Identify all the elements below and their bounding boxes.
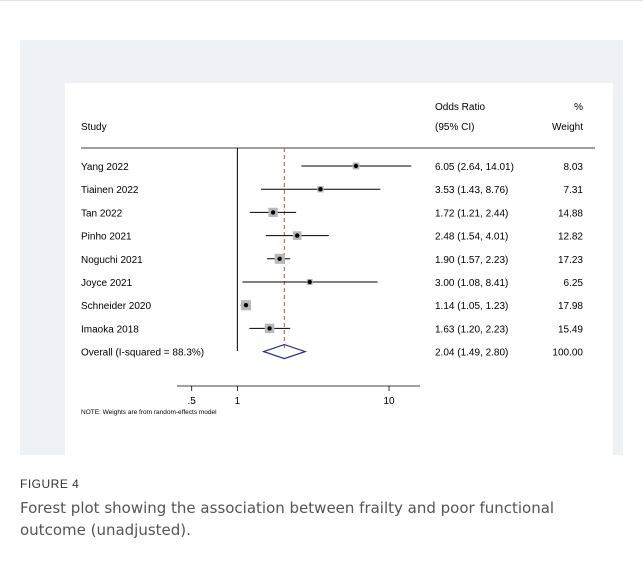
- study-label: Imaoka 2018: [81, 324, 139, 335]
- overall-weight-text: 100.00: [552, 348, 583, 359]
- x-tick-label: 10: [383, 396, 395, 407]
- overall-diamond: [261, 343, 308, 360]
- point-estimate: [277, 256, 282, 261]
- figure-panel: Study Odds Ratio (95% CI)% Weight Yang 2022 6…: [20, 40, 623, 479]
- study-ci-text: 3.53 (1.43, 8.76): [435, 185, 508, 196]
- forest-plot: Study Odds Ratio (95% CI)% Weight Yang 2022 6…: [65, 83, 613, 479]
- study-ci-text: 2.48 (1.54, 4.01): [435, 232, 508, 243]
- header-odds-ratio: Odds Ratio: [435, 102, 485, 113]
- point-estimate: [294, 233, 300, 238]
- study-weight-text: 15.49: [558, 324, 583, 335]
- forest-plot-svg: Study Odds Ratio (95% CI)% Weight Yang 2022 6…: [81, 102, 595, 416]
- study-ci-text: 1.72 (1.21, 2.44): [435, 208, 508, 219]
- study-weight-text: 14.88: [558, 208, 583, 219]
- study-weight-text: 6.25: [564, 278, 584, 289]
- point-estimate: [243, 303, 249, 308]
- point-estimate: [270, 210, 276, 215]
- header-percent: %: [574, 102, 583, 113]
- study-weight-text: 7.31: [564, 185, 584, 196]
- header-study: Study: [81, 122, 107, 133]
- study-ci-text: 6.05 (2.64, 14.01): [435, 162, 514, 173]
- study-weight-text: 17.98: [558, 301, 583, 312]
- point-estimate: [353, 163, 359, 169]
- study-weight-text: 8.03: [564, 162, 584, 173]
- x-tick-label: 1: [235, 396, 241, 407]
- header-ci: (95% CI): [435, 122, 474, 133]
- study-weight-text: 12.82: [558, 232, 583, 243]
- study-label: Tiainen 2022: [81, 185, 139, 196]
- overall-label: Overall (I-squared = 88.3%): [81, 348, 204, 359]
- study-label: Yang 2022: [81, 162, 129, 173]
- header-weight: Weight: [552, 122, 583, 133]
- weights-note: NOTE: Weights are from random-effects mo…: [81, 409, 217, 416]
- study-label: Joyce 2021: [81, 278, 133, 289]
- study-weight-text: 17.23: [558, 255, 583, 266]
- study-label: Schneider 2020: [81, 301, 151, 312]
- study-label: Noguchi 2021: [81, 255, 143, 266]
- study-label: Tan 2022: [81, 208, 123, 219]
- x-tick-label: .5: [188, 396, 197, 407]
- study-label: Pinho 2021: [81, 232, 132, 243]
- study-ci-text: 1.63 (1.20, 2.23): [435, 324, 508, 335]
- overall-ci-text: 2.04 (1.49, 2.80): [435, 348, 508, 359]
- study-ci-text: 3.00 (1.08, 8.41): [435, 278, 508, 289]
- point-estimate: [318, 187, 323, 192]
- figure-caption: Forest plot showing the association betw…: [20, 499, 555, 539]
- study-ci-text: 1.90 (1.57, 2.23): [435, 255, 508, 266]
- figure-label: FIGURE 4: [20, 477, 80, 491]
- study-ci-text: 1.14 (1.05, 1.23): [435, 301, 508, 312]
- point-estimate: [267, 326, 272, 331]
- point-estimate: [307, 279, 312, 285]
